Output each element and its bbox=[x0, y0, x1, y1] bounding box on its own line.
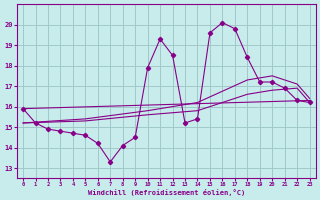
X-axis label: Windchill (Refroidissement éolien,°C): Windchill (Refroidissement éolien,°C) bbox=[88, 189, 245, 196]
